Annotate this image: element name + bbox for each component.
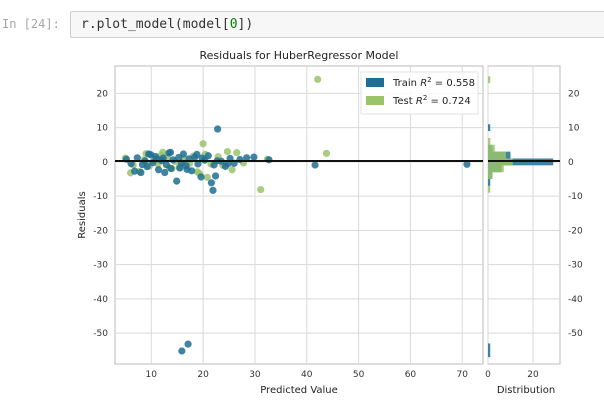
y-tick-label: -20 xyxy=(93,226,108,236)
legend-test-swatch xyxy=(366,96,384,105)
hist-bar-train xyxy=(488,343,491,358)
point-train xyxy=(463,160,471,168)
hist-y-tick-label: -20 xyxy=(568,226,583,236)
hist-bar-test xyxy=(488,151,506,159)
hist-plot-area xyxy=(487,65,561,365)
point-train xyxy=(194,160,202,168)
point-test xyxy=(193,168,202,176)
point-test xyxy=(233,149,241,157)
point-train xyxy=(166,148,175,156)
point-train xyxy=(243,154,251,162)
point-test xyxy=(228,166,236,174)
point-train xyxy=(131,167,139,175)
hist-y-tick-label: -50 xyxy=(568,329,583,339)
point-train xyxy=(145,150,153,158)
point-train xyxy=(159,154,167,162)
x-axis-label: Predicted Value xyxy=(260,385,338,396)
chart-title: Residuals for HuberRegressor Model xyxy=(199,49,398,62)
y-tick-label: -50 xyxy=(93,329,108,339)
point-train xyxy=(178,347,186,355)
hist-bar-test xyxy=(488,144,495,152)
point-train xyxy=(198,154,206,162)
point-train xyxy=(133,154,141,162)
y-tick-label: -10 xyxy=(93,192,108,202)
x-tick-label: 10 xyxy=(146,370,158,380)
point-test xyxy=(203,173,211,181)
hist-bar-train xyxy=(488,179,491,186)
hist-bar-test xyxy=(488,172,493,180)
main-ticks: 10 20 30 40 50 60 70 20 10 0 -10 -20 -30 -40 -50 xyxy=(93,89,468,380)
x-tick-label: 50 xyxy=(353,370,365,380)
point-train xyxy=(179,150,188,158)
hist-bar-test xyxy=(488,185,491,193)
hist-bar-test xyxy=(488,137,491,145)
hist-grid xyxy=(487,66,560,364)
x-tick-label: 40 xyxy=(301,370,313,380)
point-train xyxy=(138,161,147,169)
y-tick-label: 10 xyxy=(97,124,109,134)
point-train xyxy=(161,168,169,177)
point-train xyxy=(209,186,217,194)
hist-y-tick-label: 10 xyxy=(568,124,580,134)
point-train xyxy=(311,161,319,169)
hist-bar-train xyxy=(488,124,491,132)
code-suffix: ]) xyxy=(237,17,254,32)
point-train xyxy=(183,165,191,174)
point-train xyxy=(137,168,145,177)
point-test xyxy=(199,140,207,148)
point-train xyxy=(214,125,222,133)
point-test xyxy=(257,186,265,194)
point-train xyxy=(207,179,216,187)
y-tick-label: -30 xyxy=(93,261,108,271)
hist-y-tick-label: 0 xyxy=(568,158,574,168)
code-cell-input[interactable]: r.plot_model(model[0]) xyxy=(70,11,604,38)
hist-y-tick-label: 20 xyxy=(568,89,580,99)
code-line[interactable]: r.plot_model(model[0]) xyxy=(81,17,253,32)
point-train xyxy=(167,164,175,173)
x-tick-label: 60 xyxy=(405,370,417,380)
point-train xyxy=(184,340,192,348)
point-train xyxy=(236,155,244,164)
point-test xyxy=(314,75,322,83)
hist-y-tick-label: -30 xyxy=(568,261,583,271)
cell-prompt: In [24]: xyxy=(2,17,60,31)
hist-x-tick-label: 0 xyxy=(485,370,491,380)
y-axis-label: Residuals xyxy=(77,191,88,238)
legend-train-label: Train R2 = 0.558 xyxy=(392,76,475,89)
x-tick-label: 70 xyxy=(457,370,469,380)
y-tick-label: 0 xyxy=(102,158,108,168)
legend: Train R2 = 0.558 Test R2 = 0.724 xyxy=(360,71,479,115)
y-tick-label: -40 xyxy=(93,295,108,305)
point-train xyxy=(197,173,205,181)
hist-y-tick-label: -10 xyxy=(568,192,583,202)
point-train xyxy=(204,152,212,160)
hist-bar-test xyxy=(488,165,504,173)
point-train xyxy=(265,156,273,164)
hist-bar-test xyxy=(488,76,491,84)
legend-test-label: Test R2 = 0.724 xyxy=(392,94,471,107)
legend-train-swatch xyxy=(366,78,384,87)
code-index: 0 xyxy=(229,17,238,32)
hist-x-axis-label: Distribution xyxy=(497,385,555,396)
y-tick-label: 20 xyxy=(97,89,109,99)
point-test xyxy=(223,148,232,156)
x-tick-label: 30 xyxy=(249,370,261,380)
point-train xyxy=(173,177,181,185)
point-test xyxy=(322,149,331,157)
point-train xyxy=(176,164,184,172)
point-train xyxy=(250,153,258,161)
x-tick-label: 20 xyxy=(197,370,209,380)
hist-ticks: 0 20 20 10 0 -10 -20 -30 -40 -50 xyxy=(485,89,583,380)
code-prefix: r.plot_model(model[ xyxy=(81,17,230,32)
point-train xyxy=(211,172,220,180)
main-plot-area xyxy=(114,65,484,365)
point-train xyxy=(154,166,163,174)
hist-x-tick-label: 20 xyxy=(527,370,539,380)
point-train xyxy=(193,150,201,158)
hist-y-tick-label: -40 xyxy=(568,295,583,305)
